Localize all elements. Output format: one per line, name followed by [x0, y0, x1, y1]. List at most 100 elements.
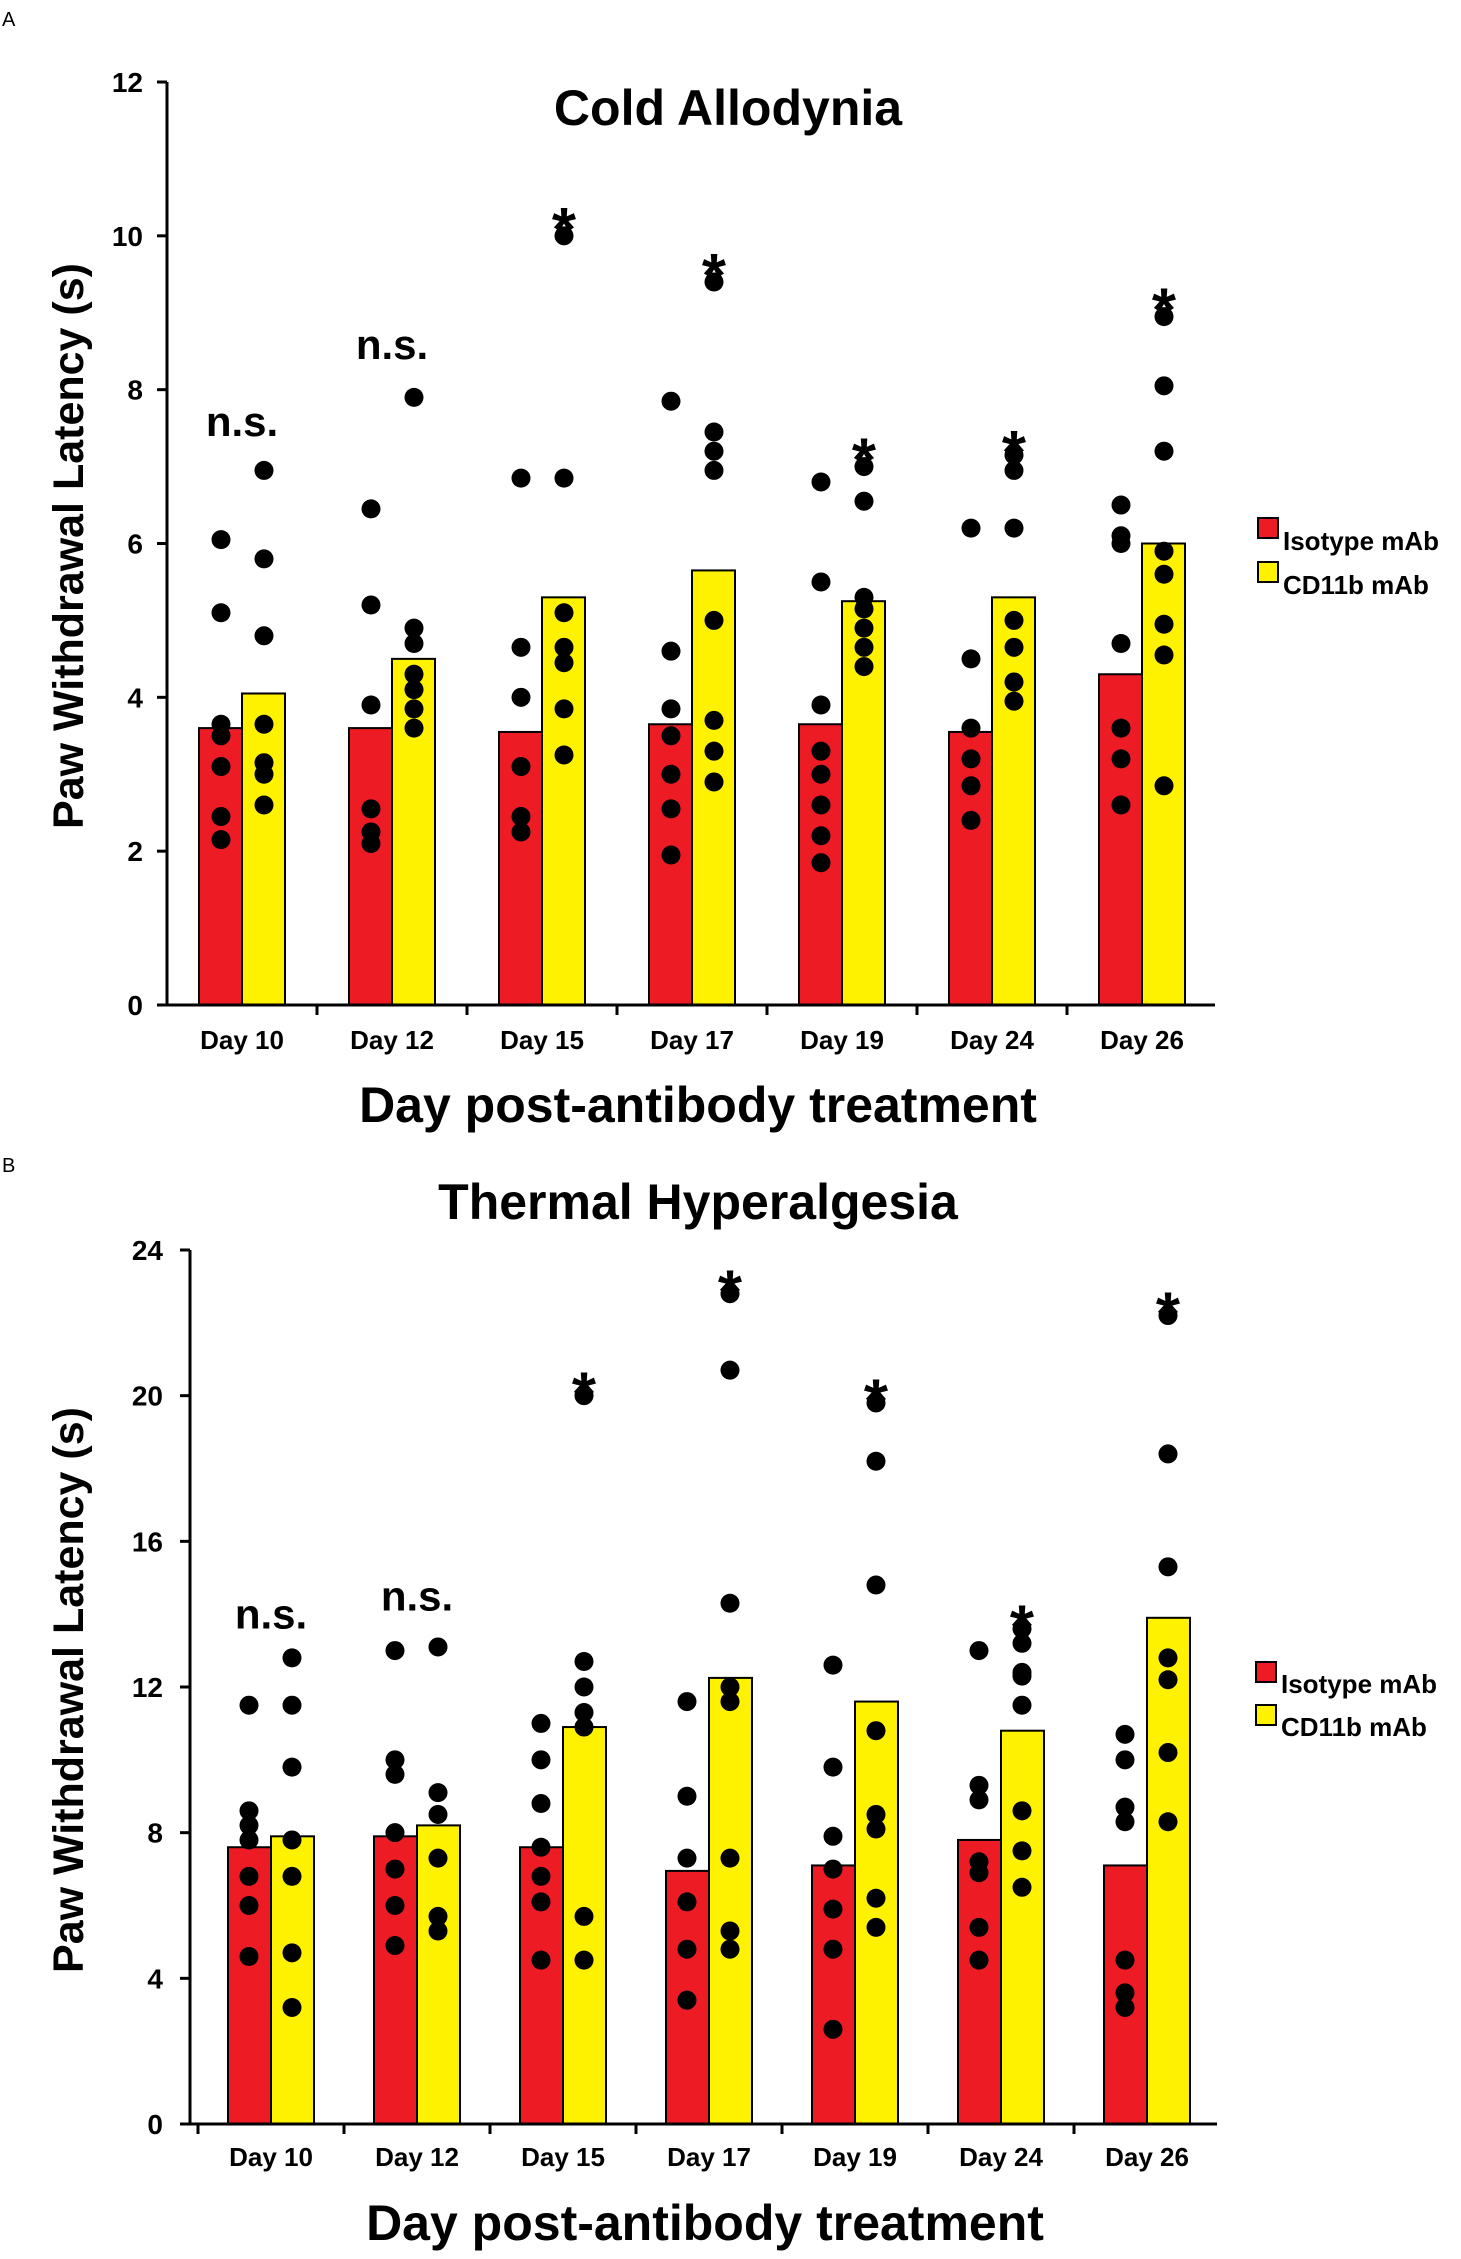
panel-a-annotation-1: n.s. [356, 321, 428, 368]
panel-b-point-isotype-0-0 [239, 1695, 259, 1715]
panel-b-annotation-5: * [1010, 1594, 1035, 1663]
panel-b-point-cd11b-1-0 [428, 1637, 448, 1657]
panel-b-point-isotype-3-3 [677, 1892, 697, 1912]
panel-a-annotation-4: * [852, 427, 877, 496]
panel-a-bar-isotype-5 [948, 730, 993, 1007]
panel-b-annotation-3: * [718, 1258, 743, 1327]
panel-b-point-cd11b-3-4 [720, 1692, 740, 1712]
panel-a-point-isotype-4-5 [811, 795, 831, 815]
panel-a-point-cd11b-6-4 [1154, 564, 1174, 584]
panel-b-title: Thermal Hyperalgesia [438, 1174, 959, 1230]
panel-b-bar-cd11b-3 [708, 1676, 753, 2126]
panel-b-point-isotype-6-6 [1115, 1997, 1135, 2017]
panel-b-point-isotype-5-5 [969, 1917, 989, 1937]
panel-b-point-cd11b-2-2 [574, 1677, 594, 1697]
panel-b-point-cd11b-4-4 [866, 1804, 886, 1824]
panel-b-point-cd11b-0-3 [282, 1830, 302, 1850]
panel-b-point-isotype-3-4 [677, 1939, 697, 1959]
panel-a-point-cd11b-6-7 [1154, 776, 1174, 796]
panel-b-point-cd11b-2-4 [574, 1717, 594, 1737]
panel-b-point-isotype-5-6 [969, 1950, 989, 1970]
panel-b-point-cd11b-3-0 [720, 1284, 740, 1304]
panel-b-y-tick-label: 4 [147, 1963, 163, 1994]
panel-b-y-tick-label: 12 [132, 1672, 163, 1703]
panel-a-point-isotype-0-1 [211, 603, 231, 623]
panel-a-point-cd11b-6-6 [1154, 645, 1174, 665]
panel-b-point-isotype-3-2 [677, 1848, 697, 1868]
panel-b-point-cd11b-5-7 [1012, 1877, 1032, 1897]
panel-b-point-isotype-2-3 [531, 1837, 551, 1857]
panel-a-point-cd11b-3-1 [704, 422, 724, 442]
panel-b-point-isotype-5-1 [969, 1775, 989, 1795]
panel-a-point-cd11b-1-6 [404, 718, 424, 738]
panel-b-point-cd11b-5-6 [1012, 1841, 1032, 1861]
panel-a-point-cd11b-5-5 [1004, 672, 1024, 692]
panel-a-point-isotype-1-5 [361, 833, 381, 853]
panel-b-bar-cd11b-1 [416, 1824, 461, 2125]
panel-a-point-isotype-0-0 [211, 530, 231, 550]
panel-a-point-cd11b-5-0 [1004, 445, 1024, 465]
panel-b-category-label: Day 24 [959, 2142, 1043, 2172]
panel-a-point-cd11b-4-5 [854, 637, 874, 657]
panel-a-point-cd11b-6-2 [1154, 441, 1174, 461]
panel-a-point-isotype-4-0 [811, 472, 831, 492]
panel-a-point-isotype-6-5 [1111, 749, 1131, 769]
panel-a-category-label: Day 19 [800, 1025, 884, 1055]
panel-b-point-cd11b-3-5 [720, 1848, 740, 1868]
panel-b-point-cd11b-5-5 [1012, 1801, 1032, 1821]
panel-a-point-cd11b-2-6 [554, 745, 574, 765]
panel-a-point-isotype-5-0 [961, 518, 981, 538]
panel-b-category-label: Day 10 [229, 2142, 313, 2172]
panel-b-point-cd11b-4-6 [866, 1888, 886, 1908]
panel-a-point-cd11b-5-6 [1004, 691, 1024, 711]
panel-a-point-isotype-4-1 [811, 572, 831, 592]
panel-a-legend-swatch-cd11b [1257, 561, 1279, 583]
panel-a-point-isotype-2-2 [511, 687, 531, 707]
panel-b-point-cd11b-6-1 [1158, 1444, 1178, 1464]
panel-a-y-axis-label: Paw Withdrawal Latency (s) [45, 263, 93, 829]
panel-a-point-isotype-6-6 [1111, 795, 1131, 815]
panel-b-y-tick-label: 20 [132, 1381, 163, 1412]
panel-a-point-isotype-5-4 [961, 776, 981, 796]
panel-a-category-label: Day 12 [350, 1025, 434, 1055]
panel-a-annotation-6: * [1152, 277, 1177, 346]
panel-a-y-tick-label: 12 [112, 67, 143, 98]
panel-a-point-cd11b-4-1 [854, 491, 874, 511]
panel-b-point-isotype-4-1 [823, 1757, 843, 1777]
panel-a-point-isotype-1-2 [361, 695, 381, 715]
panel-b-y-tick-label: 24 [132, 1235, 164, 1266]
panel-b-point-isotype-3-1 [677, 1786, 697, 1806]
panel-a-point-cd11b-6-0 [1154, 307, 1174, 327]
panel-b-point-isotype-6-0 [1115, 1724, 1135, 1744]
panel-b-point-cd11b-0-2 [282, 1757, 302, 1777]
panel-b-point-cd11b-0-0 [282, 1648, 302, 1668]
panel-b-point-isotype-1-1 [385, 1750, 405, 1770]
panel-a-point-cd11b-0-6 [254, 795, 274, 815]
panel-b-category-label: Day 15 [521, 2142, 605, 2172]
panel-b-bar-cd11b-4 [854, 1700, 899, 2125]
panel-b-legend-cd11b-label: CD11b mAb [1281, 1712, 1427, 1742]
panel-b-point-isotype-2-0 [531, 1713, 551, 1733]
panel-b-annotation-2: * [572, 1360, 597, 1429]
panel-b-point-cd11b-6-3 [1158, 1648, 1178, 1668]
panel-a-point-isotype-2-1 [511, 637, 531, 657]
panel-a-point-cd11b-2-2 [554, 603, 574, 623]
panel-b-point-isotype-0-4 [239, 1866, 259, 1886]
panel-a-point-isotype-1-3 [361, 799, 381, 819]
panel-a-x-axis-label: Day post-antibody treatment [359, 1077, 1037, 1133]
panel-a-point-cd11b-6-1 [1154, 376, 1174, 396]
panel-a-point-cd11b-0-1 [254, 549, 274, 569]
panel-a-annotation-5: * [1002, 419, 1027, 488]
panel-b-point-cd11b-6-4 [1158, 1670, 1178, 1690]
panel-b-point-isotype-0-6 [239, 1946, 259, 1966]
panel-b-point-isotype-6-2 [1115, 1797, 1135, 1817]
panel-b-bar-isotype-0 [227, 1846, 272, 2125]
panel-a-point-cd11b-5-4 [1004, 637, 1024, 657]
panel-b-point-cd11b-1-4 [428, 1906, 448, 1926]
panel-b-point-cd11b-2-5 [574, 1906, 594, 1926]
panel-a-point-isotype-3-0 [661, 391, 681, 411]
panel-b-point-isotype-4-0 [823, 1655, 843, 1675]
panel-b-letter: B [2, 1155, 15, 1177]
panel-a-point-cd11b-3-6 [704, 741, 724, 761]
